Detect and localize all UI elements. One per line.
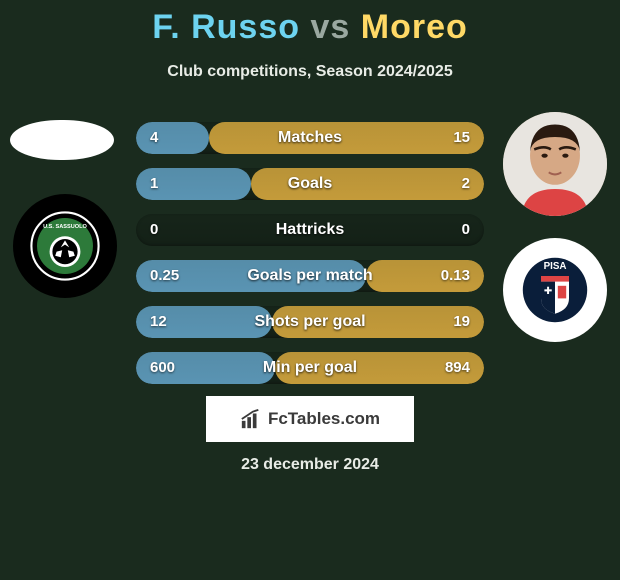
watermark-text: FcTables.com (268, 409, 380, 429)
stat-row: 415Matches (136, 122, 484, 154)
player2-name: Moreo (361, 8, 468, 46)
stat-row: 0.250.13Goals per match (136, 260, 484, 292)
stat-label: Goals (136, 168, 484, 200)
player1-club-badge: U.S. SASSUOLO (13, 194, 117, 298)
player2-club-badge: PISA ✚ (503, 238, 607, 342)
vs-separator: vs (310, 8, 350, 46)
stat-label: Shots per goal (136, 306, 484, 338)
date-label: 23 december 2024 (241, 456, 379, 474)
stat-label: Min per goal (136, 352, 484, 384)
stat-row: 12Goals (136, 168, 484, 200)
sassuolo-icon: U.S. SASSUOLO (30, 211, 100, 281)
player1-name: F. Russo (152, 8, 300, 46)
player2-column: PISA ✚ (494, 112, 616, 342)
stat-row: 00Hattricks (136, 214, 484, 246)
stat-label: Hattricks (136, 214, 484, 246)
comparison-title: F. Russo vs Moreo (0, 8, 620, 47)
stat-row: 600894Min per goal (136, 352, 484, 384)
stat-label: Goals per match (136, 260, 484, 292)
stat-label: Matches (136, 122, 484, 154)
player2-avatar (503, 112, 607, 216)
player1-avatar (10, 120, 114, 160)
header: F. Russo vs Moreo Club competitions, Sea… (0, 0, 620, 81)
svg-text:✚: ✚ (544, 286, 552, 297)
player1-column: U.S. SASSUOLO (4, 112, 126, 298)
subtitle: Club competitions, Season 2024/2025 (0, 63, 620, 81)
svg-text:U.S. SASSUOLO: U.S. SASSUOLO (43, 224, 87, 230)
watermark-box: FcTables.com (206, 396, 414, 442)
chart-icon (240, 408, 262, 430)
stats-container: 415Matches 12Goals 00Hattricks 0.250.13Goal… (136, 122, 484, 398)
svg-text:PISA: PISA (544, 261, 567, 272)
stat-row: 1219Shots per goal (136, 306, 484, 338)
pisa-icon: PISA ✚ (520, 255, 590, 325)
